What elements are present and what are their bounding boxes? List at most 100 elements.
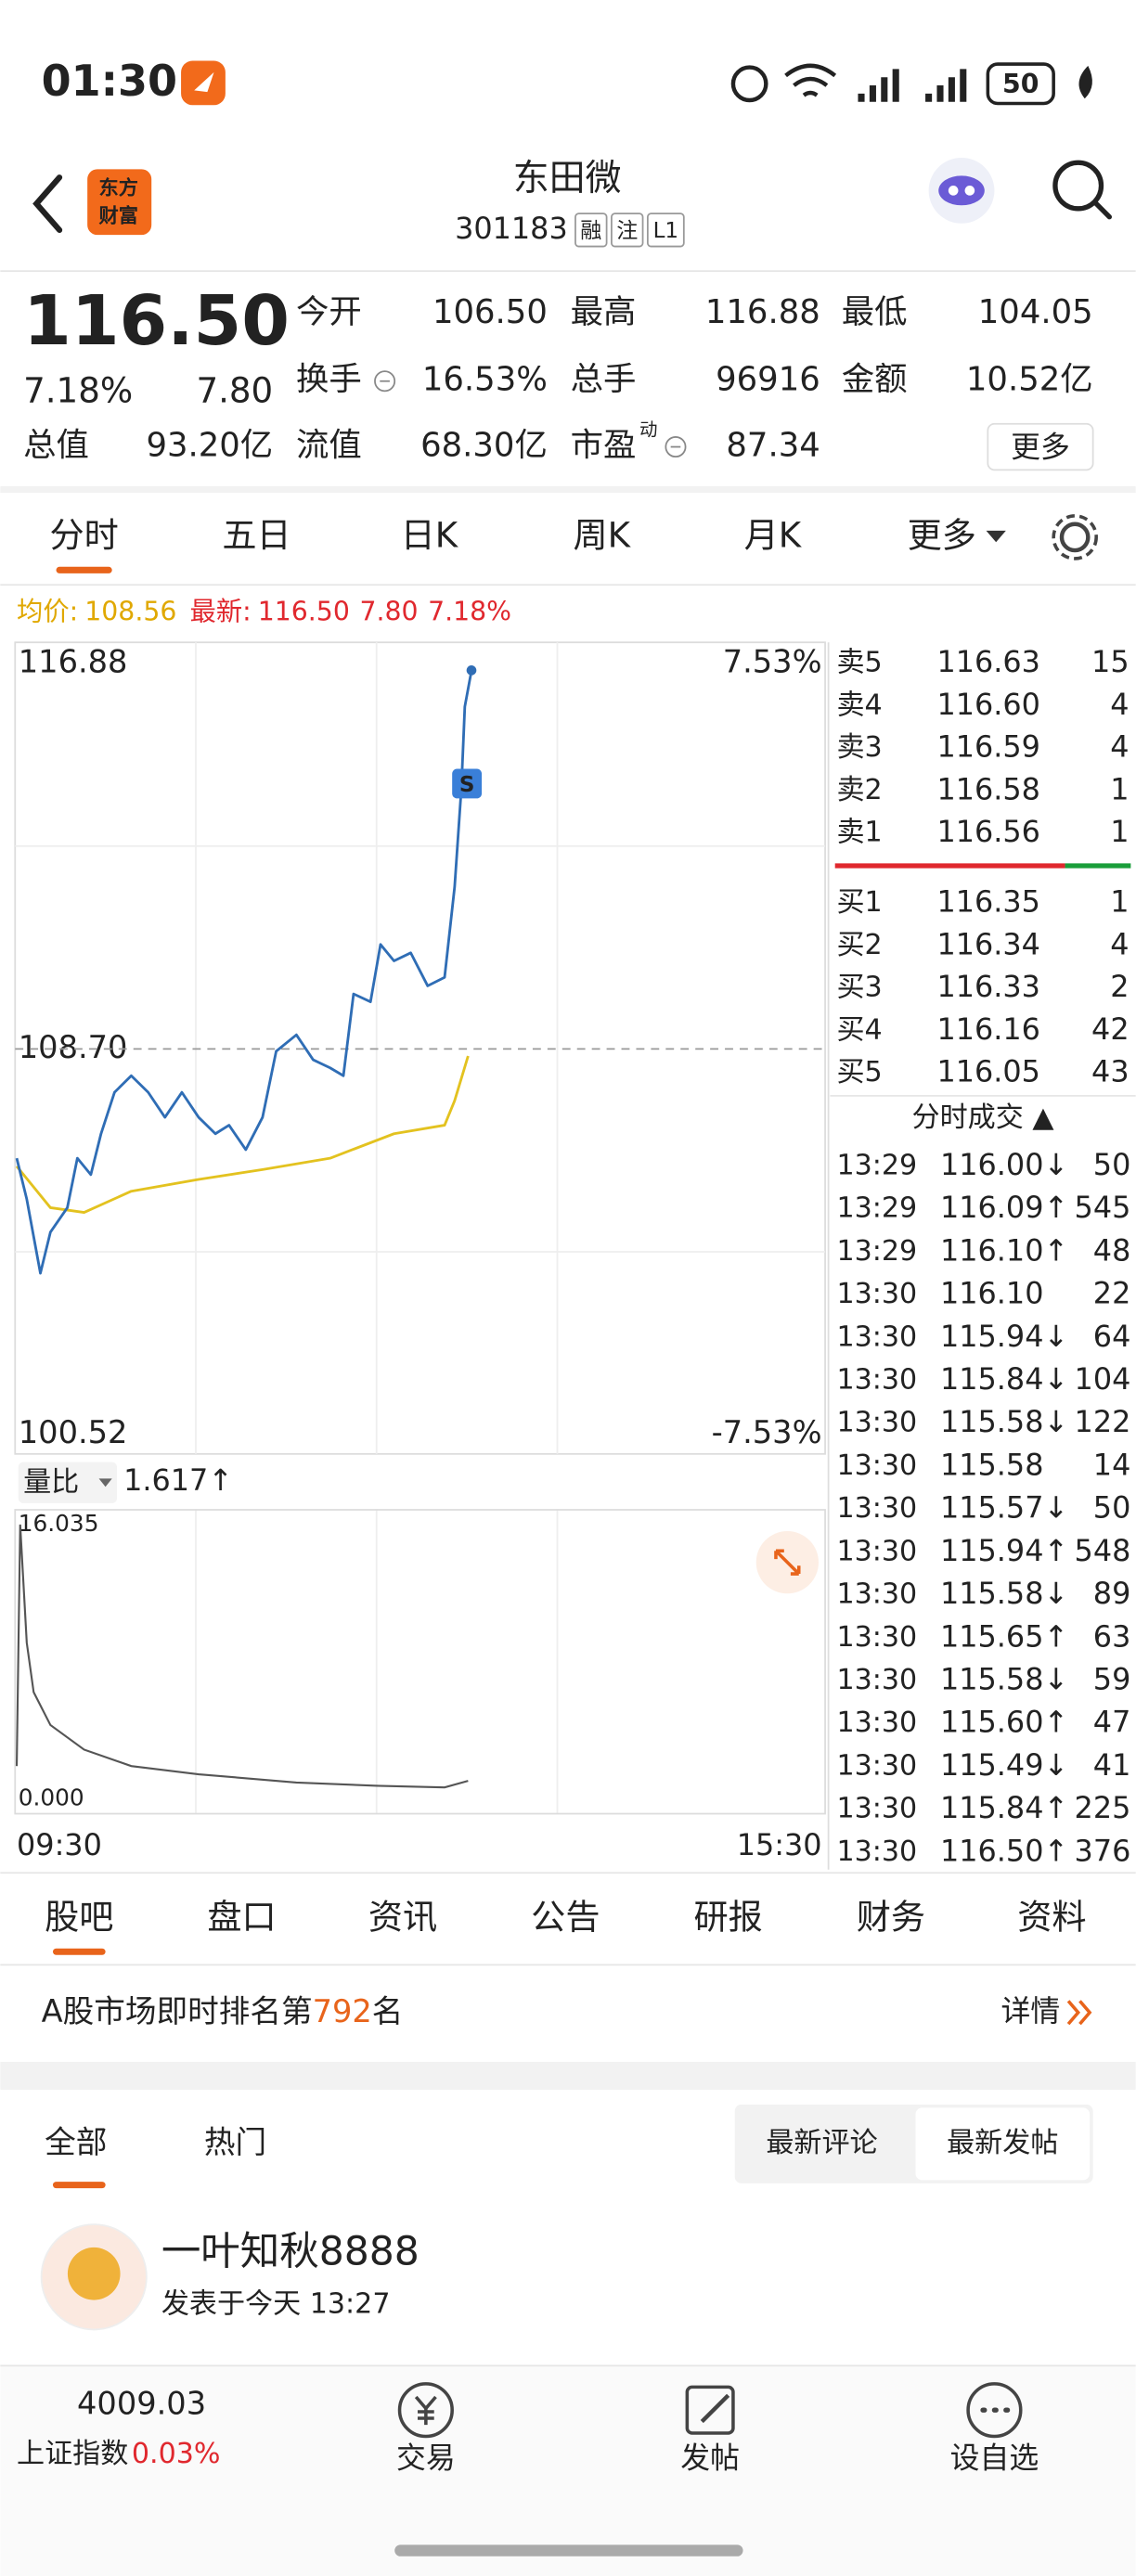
index-value: 4009.03	[77, 2385, 206, 2421]
badge: 融	[580, 219, 601, 243]
chart-tab[interactable]: 月K	[744, 514, 803, 555]
bottom-button[interactable]: 交易	[396, 2440, 456, 2475]
section-tab[interactable]: 资料	[1017, 1896, 1086, 1937]
info-icon	[374, 370, 396, 393]
section-tab[interactable]: 财务	[857, 1896, 925, 1937]
avatar-figure	[67, 2247, 121, 2300]
trade-time: 13:30	[836, 1278, 917, 1310]
chart-tab[interactable]: 五日	[222, 514, 290, 555]
book-volume: 1	[1110, 814, 1129, 849]
percent-label: -7.53%	[712, 1414, 822, 1450]
search-handle	[1091, 200, 1113, 220]
logo-text: 东方	[99, 176, 138, 200]
book-price: 116.35	[936, 884, 1039, 920]
trade-price: 116.09↑	[940, 1190, 1068, 1225]
bottom-button[interactable]: 设自选	[950, 2440, 1039, 2475]
tab-underline	[52, 2182, 106, 2189]
field-label: 金额	[842, 361, 908, 399]
chart-tab[interactable]: 更多	[908, 514, 976, 555]
last-price: 116.50	[23, 280, 290, 361]
field-value: 16.53%	[422, 361, 548, 399]
battery-level: 50	[1002, 69, 1039, 99]
trade-volume: 545	[1075, 1190, 1131, 1225]
trade-volume: 59	[1093, 1661, 1131, 1696]
book-volume: 4	[1110, 687, 1129, 722]
post-time: 发表于今天 13:27	[161, 2287, 391, 2320]
post-user[interactable]: 一叶知秋8888	[161, 2230, 420, 2275]
more-button-label[interactable]: 更多	[1011, 429, 1070, 464]
book-label: 买5	[836, 1056, 882, 1088]
book-label: 买2	[836, 929, 882, 961]
book-price: 116.63	[936, 644, 1039, 679]
settings-button[interactable]	[1059, 522, 1091, 553]
sort-option[interactable]: 最新评论	[766, 2127, 877, 2159]
trade-price: 115.58↓	[940, 1404, 1068, 1439]
book-label: 卖4	[836, 689, 882, 721]
chart-tab[interactable]: 分时	[49, 514, 118, 555]
detail-link[interactable]: 详情	[1001, 1993, 1061, 2029]
battery-icon	[986, 62, 1055, 106]
search-button[interactable]	[1052, 160, 1104, 212]
trades-title[interactable]: 分时成交 ▲	[912, 1101, 1055, 1134]
section-tab[interactable]: 股吧	[45, 1896, 113, 1937]
post-icon	[685, 2385, 735, 2435]
trade-time: 13:29	[836, 1235, 917, 1268]
chart-tab[interactable]: 日K	[401, 514, 459, 555]
trade-time: 13:30	[836, 1578, 917, 1611]
forum-tab[interactable]: 全部	[45, 2124, 107, 2160]
x-tick-label: 09:30	[17, 1827, 102, 1862]
field-label: 最低	[842, 293, 908, 331]
index-percent: 0.03%	[132, 2437, 221, 2469]
volume-ratio-selector[interactable]	[18, 1462, 118, 1503]
home-indicator	[394, 2544, 743, 2557]
yuan-glyph	[414, 2395, 437, 2426]
bottom-button[interactable]: 发帖	[680, 2440, 740, 2475]
back-button[interactable]	[32, 174, 63, 233]
sort-active	[915, 2107, 1091, 2181]
section-tab[interactable]: 研报	[693, 1896, 762, 1937]
trade-volume: 41	[1093, 1747, 1131, 1783]
trade-price: 115.58	[940, 1447, 1043, 1482]
book-volume: 1	[1110, 884, 1129, 920]
book-volume: 15	[1091, 644, 1130, 679]
trade-volume: 48	[1093, 1232, 1131, 1268]
section-tab[interactable]: 公告	[531, 1896, 600, 1937]
field-label: 最高	[571, 293, 637, 331]
settings-gear	[1052, 514, 1098, 560]
trade-price: 116.10↑	[940, 1232, 1068, 1268]
forum-tab[interactable]: 热门	[204, 2124, 266, 2160]
signal-marker-label: S	[459, 773, 475, 797]
field-value: 10.52亿	[966, 361, 1093, 399]
badge: L1	[653, 219, 678, 243]
book-price: 116.34	[936, 926, 1039, 961]
chart-tab[interactable]: 周K	[574, 514, 632, 555]
detail-chevron	[1066, 2000, 1092, 2026]
trade-volume: 376	[1075, 1833, 1131, 1868]
trade-time: 13:30	[836, 1492, 917, 1525]
tab-underline	[52, 1948, 106, 1955]
badge-box	[611, 213, 644, 248]
trade-price: 115.94↓	[940, 1319, 1068, 1354]
sort-option[interactable]: 最新发帖	[947, 2127, 1058, 2159]
field-label: 总值	[23, 427, 89, 465]
section-tab[interactable]: 资讯	[368, 1896, 437, 1937]
robot-face	[938, 175, 985, 206]
volume-ratio-value: 1.617↑	[123, 1462, 233, 1498]
index-line[interactable]: 上证指数 0.03%	[17, 2437, 220, 2469]
trade-price: 116.10	[940, 1276, 1043, 1311]
section-tab[interactable]: 盘口	[207, 1896, 276, 1937]
book-price: 116.56	[936, 814, 1039, 849]
field-value: 68.30亿	[420, 427, 548, 465]
trade-volume: 548	[1075, 1533, 1131, 1568]
bottom-bar	[0, 2365, 1136, 2576]
more-button[interactable]	[987, 422, 1094, 471]
book-price: 116.05	[936, 1053, 1039, 1088]
book-volume: 4	[1110, 926, 1129, 961]
info-value: 最新:	[190, 596, 252, 626]
trade-price: 116.50↑	[940, 1833, 1068, 1868]
robot-eye	[964, 186, 975, 196]
info-value: 7.18%	[428, 596, 511, 626]
field-value: 96916	[716, 361, 820, 399]
trade-price: 116.00↓	[940, 1147, 1068, 1182]
volume-ratio-line	[15, 1524, 469, 1789]
